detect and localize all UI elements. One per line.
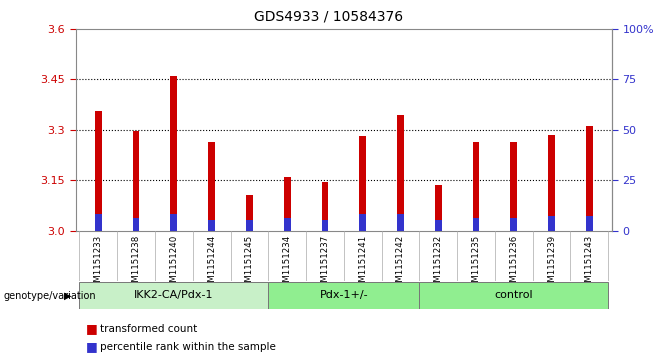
- Bar: [95, 215, 102, 231]
- Text: GDS4933 / 10584376: GDS4933 / 10584376: [255, 9, 403, 23]
- Bar: [208, 220, 215, 231]
- Bar: [208, 142, 215, 231]
- Bar: [511, 219, 517, 231]
- Text: GSM1151237: GSM1151237: [320, 234, 330, 293]
- Bar: [435, 185, 442, 231]
- Bar: [268, 282, 419, 309]
- Text: ▶: ▶: [64, 291, 71, 301]
- Bar: [586, 126, 593, 231]
- Text: GSM1151241: GSM1151241: [358, 234, 367, 293]
- Bar: [359, 136, 366, 231]
- Bar: [80, 282, 268, 309]
- Bar: [322, 220, 328, 231]
- Bar: [472, 142, 480, 231]
- Bar: [511, 142, 517, 231]
- Text: Pdx-1+/-: Pdx-1+/-: [320, 290, 368, 300]
- Text: GSM1151240: GSM1151240: [169, 234, 178, 293]
- Bar: [359, 215, 366, 231]
- Bar: [246, 195, 253, 231]
- Text: percentile rank within the sample: percentile rank within the sample: [100, 342, 276, 352]
- Bar: [133, 131, 139, 231]
- Bar: [95, 111, 102, 231]
- Text: GSM1151235: GSM1151235: [472, 234, 480, 293]
- Bar: [435, 220, 442, 231]
- Text: IKK2-CA/Pdx-1: IKK2-CA/Pdx-1: [134, 290, 214, 300]
- Bar: [170, 215, 177, 231]
- Bar: [419, 282, 608, 309]
- Bar: [322, 182, 328, 231]
- Text: GSM1151244: GSM1151244: [207, 234, 216, 293]
- Text: GSM1151243: GSM1151243: [585, 234, 594, 293]
- Text: GSM1151232: GSM1151232: [434, 234, 443, 293]
- Bar: [133, 219, 139, 231]
- Bar: [586, 216, 593, 231]
- Bar: [397, 115, 404, 231]
- Text: GSM1151245: GSM1151245: [245, 234, 254, 293]
- Bar: [284, 177, 291, 231]
- Text: ■: ■: [86, 322, 97, 335]
- Text: GSM1151242: GSM1151242: [396, 234, 405, 293]
- Bar: [284, 219, 291, 231]
- Text: GSM1151239: GSM1151239: [547, 234, 556, 293]
- Bar: [170, 76, 177, 231]
- Text: ■: ■: [86, 340, 97, 353]
- Bar: [472, 219, 480, 231]
- Text: transformed count: transformed count: [100, 323, 197, 334]
- Bar: [397, 215, 404, 231]
- Text: genotype/variation: genotype/variation: [3, 291, 96, 301]
- Text: control: control: [494, 290, 533, 300]
- Text: GSM1151233: GSM1151233: [94, 234, 103, 293]
- Text: GSM1151236: GSM1151236: [509, 234, 519, 293]
- Bar: [548, 135, 555, 231]
- Bar: [246, 220, 253, 231]
- Text: GSM1151238: GSM1151238: [132, 234, 141, 293]
- Text: GSM1151234: GSM1151234: [283, 234, 291, 293]
- Bar: [548, 216, 555, 231]
